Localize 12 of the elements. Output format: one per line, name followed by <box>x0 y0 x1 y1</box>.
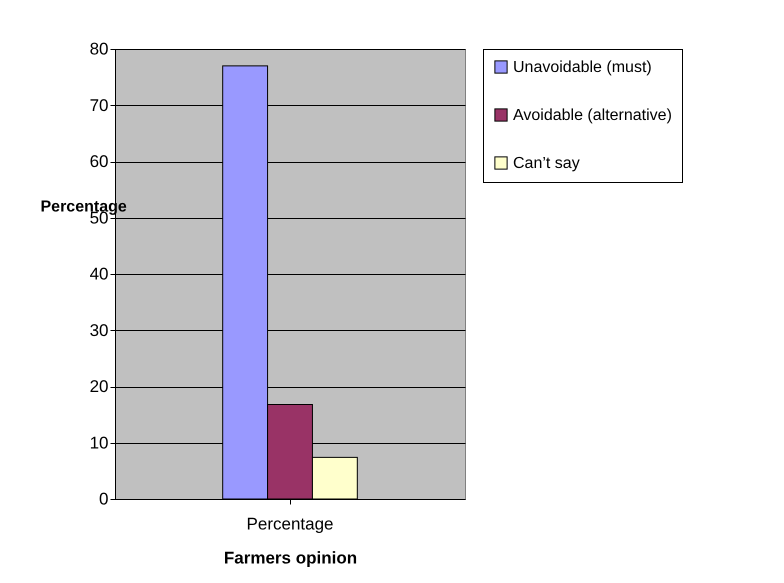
y-tick-label: 10 <box>90 433 108 452</box>
y-tick-label: 0 <box>99 490 108 508</box>
legend-label: Can’t say <box>513 155 580 172</box>
legend-label: Unavoidable (must) <box>513 59 652 76</box>
y-tick-label: 40 <box>90 264 108 284</box>
y-tick-label: 80 <box>90 40 108 58</box>
x-axis-title: Farmers opinion <box>224 548 358 568</box>
y-tick-label: 20 <box>90 377 108 396</box>
y-tick-label: 60 <box>90 152 108 171</box>
legend-label: Avoidable (alternative) <box>513 107 672 124</box>
y-tick-label: 70 <box>90 96 108 115</box>
y-tick-label: 30 <box>90 320 108 340</box>
